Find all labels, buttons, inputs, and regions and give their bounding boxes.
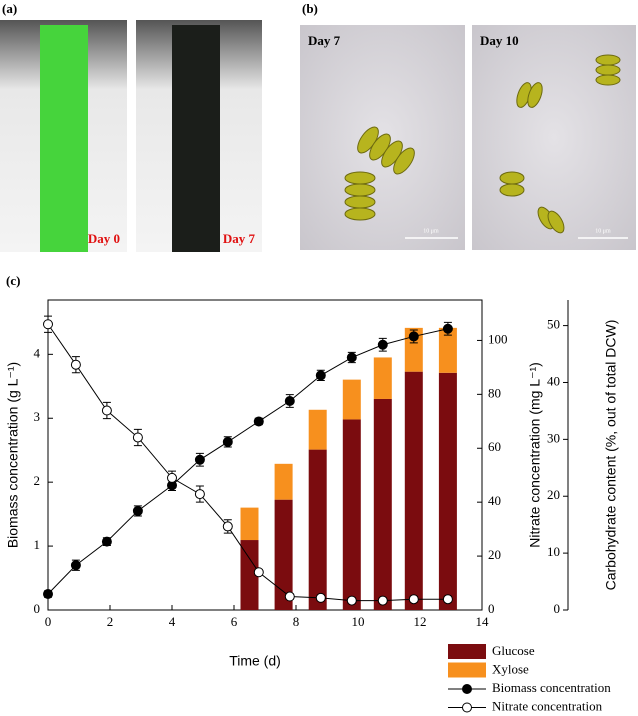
point [315,370,326,381]
y2-tick-label: 80 [488,385,501,400]
point [194,489,205,500]
bar [438,372,457,610]
y2-tick-label: 40 [488,493,501,508]
y-tick-label: 2 [34,473,41,488]
legend-label: Biomass concentration [492,680,611,695]
y2-tick-label: 100 [488,331,508,346]
micrograph [300,25,636,250]
bar [438,327,457,373]
point [253,416,264,427]
point [346,352,357,363]
bar [240,540,259,610]
point [194,454,205,465]
x-tick-label: 2 [107,614,114,629]
x-tick-label: 8 [293,614,300,629]
y3-tick-label: 10 [547,544,560,559]
series-line [47,328,449,595]
bar [274,463,293,500]
y-tick-label: 4 [34,345,41,360]
point [222,436,233,447]
scale-bar-label: 10 μm [423,228,439,234]
point [132,505,143,516]
y2-axis-label: Nitrate concentration (mg L⁻¹) [527,362,543,548]
bar [274,499,293,610]
y-tick-label: 3 [34,409,41,424]
point [167,472,177,483]
photo-label: Day 7 [308,33,341,48]
point [132,432,143,443]
series-line [47,323,448,602]
point [315,592,326,603]
point [43,589,53,600]
legend-label: Xylose [492,661,529,676]
point [408,594,419,605]
bar [373,398,392,610]
x-tick-label: 4 [169,614,176,629]
point [284,591,295,602]
point [408,331,419,342]
panel-label: (c) [6,273,20,288]
bar [373,357,392,399]
point [377,595,388,606]
y3-tick-label: 50 [547,317,560,332]
point [101,405,112,416]
y3-tick-label: 30 [547,430,560,445]
point [101,536,112,547]
panel-label: (b) [302,1,318,16]
bar [308,449,327,610]
point [442,594,453,605]
point [377,339,388,350]
scale-bar-label: 10 μm [595,228,611,234]
bar [404,371,423,610]
x-axis-label: Time (d) [229,653,281,669]
legend-label: Nitrate concentration [492,698,603,713]
x-tick-label: 6 [231,614,238,629]
bar [342,379,361,420]
y-tick-label: 1 [34,537,41,552]
y-tick-label: 0 [34,601,41,616]
photo [0,20,262,252]
y-axis-label: Biomass concentration (g L⁻¹) [5,362,21,548]
x-tick-label: 14 [476,614,490,629]
panel-label: (a) [2,1,17,16]
point [70,359,81,370]
point [253,567,264,578]
legend-label: Glucose [492,643,535,658]
legend-marker [462,702,472,713]
photo-label: Day 0 [88,231,120,246]
point [346,595,357,606]
bar [308,409,327,450]
y2-tick-label: 20 [488,547,501,562]
bar [342,419,361,610]
y3-tick-label: 40 [547,373,560,388]
point [222,521,233,532]
legend-swatch [448,644,486,659]
point [284,395,295,406]
x-tick-label: 12 [414,614,427,629]
bar [404,327,423,372]
plot-frame [47,299,483,611]
x-tick-label: 0 [45,614,52,629]
y2-tick-label: 60 [488,439,501,454]
point [43,319,53,330]
legend-swatch [448,662,486,678]
legend-marker [462,684,472,694]
photo-label: Day 7 [223,231,256,246]
bar [240,507,259,541]
point [442,323,453,334]
y3-axis-label: Carbohydrate content (%, out of total DC… [603,320,619,591]
y3-tick-label: 20 [547,487,560,502]
y2-tick-label: 0 [488,601,495,616]
x-tick-label: 10 [352,614,365,629]
point [70,560,81,571]
photo-label: Day 10 [480,33,519,48]
y3-tick-label: 0 [554,601,561,616]
